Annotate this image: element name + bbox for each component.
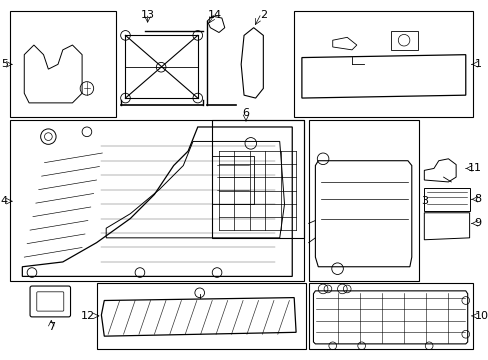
Text: 1: 1 [473, 59, 481, 69]
Text: 13: 13 [141, 10, 154, 20]
Bar [10, 11, 116, 117]
Text: 11: 11 [467, 163, 481, 174]
Bar [212, 120, 303, 238]
Bar [308, 283, 471, 349]
Bar [96, 283, 305, 349]
Text: 4: 4 [1, 196, 8, 206]
Text: 10: 10 [473, 311, 488, 321]
Text: 7: 7 [48, 321, 55, 332]
Text: 14: 14 [207, 10, 222, 20]
Text: 6: 6 [242, 108, 249, 118]
Bar [308, 120, 419, 281]
Text: 2: 2 [259, 10, 266, 20]
Bar [294, 11, 471, 117]
Bar [10, 120, 303, 281]
Text: 12: 12 [81, 311, 95, 321]
Text: 5: 5 [1, 59, 8, 69]
Text: 8: 8 [473, 194, 481, 204]
Text: 3: 3 [421, 196, 427, 206]
Bar [390, 31, 417, 50]
Bar [212, 156, 253, 204]
Text: 9: 9 [473, 219, 481, 228]
